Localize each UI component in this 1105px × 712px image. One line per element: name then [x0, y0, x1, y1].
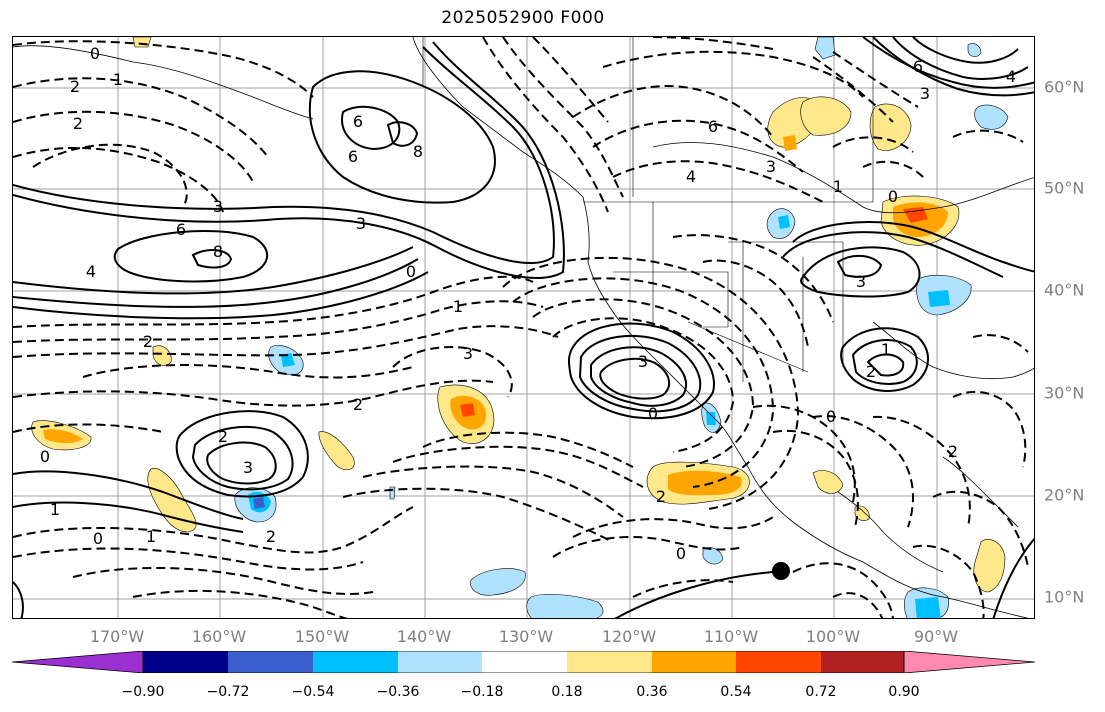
contour-label: 0 — [648, 404, 658, 423]
contour-label: 3 — [638, 352, 648, 371]
colorbar-bin — [652, 651, 736, 673]
contour-label: 6 — [353, 112, 363, 131]
contour-label: 2 — [948, 442, 958, 461]
colorbar-tick: −0.90 — [121, 684, 165, 700]
colorbar-tick: −0.54 — [291, 684, 335, 700]
contour-labels: 0 1 2 2 3 4 6 8 3 6 8 6 4 3 0 1 2 3 2 3 … — [40, 44, 1016, 563]
contour-label: 1 — [833, 177, 843, 196]
contour-label: 6 — [708, 117, 718, 136]
colorbar-tick: 0.90 — [888, 684, 920, 700]
contour-label: 0 — [676, 544, 686, 563]
colorbar-bin — [228, 651, 313, 673]
contour-label: 3 — [856, 272, 866, 291]
lon-label-100w: 100°W — [805, 627, 861, 646]
contour-label: 2 — [70, 77, 80, 96]
contour-label: 8 — [413, 142, 423, 161]
map-canvas: 0 1 2 2 3 4 6 8 3 6 8 6 4 3 0 1 2 3 2 3 … — [13, 37, 1034, 618]
contour-label: 0 — [888, 187, 898, 206]
colorbar-bin — [567, 651, 652, 673]
contour-label: 1 — [113, 70, 123, 89]
contour-label: 0 — [406, 262, 416, 281]
contour-label: 0 — [40, 447, 50, 466]
colorbar-tick: 0.54 — [720, 684, 752, 700]
lat-label-50n: 50°N — [1044, 178, 1085, 198]
lon-label-160w: 160°W — [191, 627, 247, 646]
colorbar-extend-high — [903, 651, 1035, 673]
contour-label: 3 — [766, 157, 776, 176]
contour-label: 4 — [686, 167, 696, 186]
lon-label-130w: 130°W — [498, 627, 554, 646]
station-marker[interactable] — [772, 562, 790, 580]
colorbar — [12, 651, 1035, 673]
lon-label-140w: 140°W — [396, 627, 452, 646]
contour-label: 1 — [50, 500, 60, 519]
colorbar-bin — [143, 651, 228, 673]
dashed-contours — [13, 37, 1029, 618]
colorbar-bin — [398, 651, 482, 673]
contour-label: 2 — [73, 114, 83, 133]
colorbar-tick: −0.36 — [376, 684, 420, 700]
contour-label: 6 — [348, 147, 358, 166]
contour-label: 3 — [243, 458, 253, 477]
contour-label: 2 — [353, 395, 363, 414]
contour-label: 2 — [266, 527, 276, 546]
contour-label: 1 — [146, 527, 156, 546]
contour-label: 2 — [656, 487, 666, 506]
map-title: 2025052900 F000 — [441, 8, 605, 28]
lat-label-10n: 10°N — [1044, 587, 1085, 607]
contour-label: 0 — [90, 44, 100, 63]
colorbar-tick: 0.36 — [636, 684, 668, 700]
coastlines — [13, 37, 1034, 618]
lon-label-90w: 90°W — [913, 627, 959, 646]
lon-label-120w: 120°W — [601, 627, 657, 646]
colorbar-tick: 0.18 — [551, 684, 583, 700]
contour-label: 1 — [881, 340, 891, 359]
contour-label: 2 — [866, 362, 876, 381]
negative-shading — [234, 37, 1009, 618]
colorbar-tick: −0.72 — [206, 684, 250, 700]
contour-label: 6 — [176, 220, 186, 239]
colorbar-bin — [313, 651, 398, 673]
lon-label-150w: 150°W — [294, 627, 350, 646]
political-borders — [422, 37, 874, 382]
colorbar-bin — [736, 651, 821, 673]
gridlines — [13, 37, 1034, 618]
contour-label: 3 — [356, 214, 366, 233]
map-panel[interactable]: 0 1 2 2 3 4 6 8 3 6 8 6 4 3 0 1 2 3 2 3 … — [12, 36, 1035, 619]
contour-label: 4 — [86, 262, 96, 281]
lat-label-20n: 20°N — [1044, 485, 1085, 505]
colorbar-tick: −0.18 — [460, 684, 504, 700]
lon-label-110w: 110°W — [703, 627, 759, 646]
contour-label: 3 — [463, 344, 473, 363]
contour-label: 3 — [920, 84, 930, 103]
contour-label: 2 — [143, 332, 153, 351]
contour-label: 6 — [913, 57, 923, 76]
contour-label: 4 — [1006, 67, 1016, 86]
contour-label: 0 — [826, 407, 836, 426]
lat-label-30n: 30°N — [1044, 383, 1085, 403]
contour-label: 3 — [213, 197, 223, 216]
contour-label: 1 — [453, 297, 463, 316]
contour-label: 2 — [218, 427, 228, 446]
positive-shading — [31, 37, 1006, 593]
colorbar-bin — [482, 651, 567, 673]
contour-label: 8 — [213, 242, 223, 261]
colorbar-tick: 0.72 — [805, 684, 837, 700]
colorbar-bin — [821, 651, 904, 673]
solid-contours — [13, 37, 1034, 618]
contour-label: 0 — [93, 529, 103, 548]
lat-label-60n: 60°N — [1044, 77, 1085, 97]
lon-label-170w: 170°W — [89, 627, 145, 646]
lat-label-40n: 40°N — [1044, 280, 1085, 300]
colorbar-extend-low — [12, 651, 144, 673]
